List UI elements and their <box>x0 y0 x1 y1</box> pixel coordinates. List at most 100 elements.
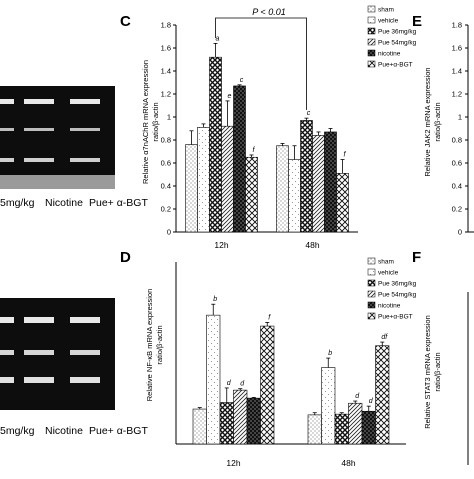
legend-entry: Pue 36mg/kg <box>378 281 417 288</box>
legend-entry: vehicle <box>378 270 399 277</box>
bar <box>185 144 198 233</box>
x-category-label: 48h <box>305 240 319 250</box>
legend-swatch <box>367 49 376 57</box>
y-tick-label: 0 <box>167 228 171 237</box>
panel-e-ticks: 0 0.2 0.4 0.6 0.8 1 1.2 1.4 1.6 1.8 <box>452 21 468 237</box>
legend-entry: vehicle <box>378 18 399 25</box>
y-tick-label: 1.2 <box>161 90 171 99</box>
legend-swatch <box>367 38 376 46</box>
y-tick-label: 1.6 <box>161 44 171 53</box>
gel-band <box>24 377 54 383</box>
significance-letter: c <box>307 110 311 117</box>
bar <box>246 397 261 445</box>
legend-swatch <box>367 312 376 320</box>
panel-letter-f: F <box>412 249 421 266</box>
gel-band <box>70 317 100 323</box>
panel-e-ylabel-line1: Relative JAK2 mRNA expression <box>423 67 432 176</box>
gel-band <box>24 350 54 355</box>
gel-band <box>0 350 14 355</box>
legend-entry: nicotine <box>378 303 401 310</box>
bar <box>219 402 234 445</box>
legend-swatch <box>367 16 376 24</box>
bar <box>288 159 301 233</box>
panel-e-tick-label: 0.2 <box>452 205 462 214</box>
significance-letter: e <box>228 93 232 100</box>
gel-band <box>0 158 14 162</box>
panel-e-ylabel-line2: ratio/β-actin <box>433 102 442 141</box>
y-tick-label: 1.4 <box>161 67 171 76</box>
panel-e-tick-label: 1.2 <box>452 90 462 99</box>
legend-swatch <box>367 60 376 68</box>
gel-bottom-label-3: Pue+ α-BGT <box>89 425 148 437</box>
significance-letter: b <box>328 350 332 357</box>
significance-letter: df <box>381 334 388 341</box>
bar <box>206 314 221 445</box>
bar <box>221 125 234 233</box>
bar <box>321 367 336 445</box>
gel-band <box>70 350 100 355</box>
gel-band <box>0 128 14 131</box>
panel-f-ylabel-line2: ratio/β-actin <box>433 352 442 391</box>
legend-swatch <box>367 268 376 276</box>
chart-c-ylabel-line2: ratio/β-actin <box>151 102 160 141</box>
x-category-label: 48h <box>341 458 355 468</box>
legend-swatch <box>367 290 376 298</box>
bar <box>209 56 222 233</box>
p-value-annotation: P < 0.01 <box>252 7 285 17</box>
legend-entry: Pue 54mg/kg <box>378 292 417 299</box>
gel-top-label-3: Pue+ α-BGT <box>89 197 148 209</box>
chart-d-ylabel-line2: ratio/β-actin <box>155 325 164 364</box>
significance-letter: d <box>240 381 245 388</box>
legend-swatch <box>367 301 376 309</box>
legend-entry: sham <box>378 7 394 14</box>
legend-swatch <box>367 257 376 265</box>
significance-letter: d <box>355 393 360 400</box>
significance-letter: f <box>344 152 347 159</box>
gel-band <box>24 158 54 162</box>
bar <box>334 413 349 445</box>
panel-f-ylabel-line1: Relative STAT3 mRNA expression <box>423 315 432 429</box>
bar <box>361 410 376 445</box>
bar <box>307 414 322 445</box>
panel-letter-c: C <box>120 13 131 30</box>
bar <box>348 402 363 445</box>
panel-e-tick-label: 1.6 <box>452 44 462 53</box>
gel-bottom-label-2: Nicotine <box>45 425 83 437</box>
gel-band <box>70 99 100 104</box>
legend-entry: sham <box>378 259 394 266</box>
significance-letter: d <box>369 398 374 405</box>
significance-bracket <box>215 17 307 110</box>
panel-e-tick-label: 0.8 <box>452 136 462 145</box>
panel-letter-d: D <box>120 249 131 266</box>
bar <box>312 135 325 233</box>
significance-letter: d <box>227 380 232 387</box>
legend-swatch <box>367 279 376 287</box>
bar <box>276 145 289 233</box>
gel-band-strip <box>0 175 115 189</box>
gel-band <box>70 128 100 131</box>
significance-letter: f <box>268 314 271 321</box>
bar <box>260 325 275 445</box>
y-tick-label: 0.8 <box>161 136 171 145</box>
y-tick-label: 0.2 <box>161 205 171 214</box>
significance-letter: c <box>240 77 244 84</box>
panel-e-axis: Relative JAK2 mRNA expression ratio/β-ac… <box>423 21 474 237</box>
y-tick-label: 0.6 <box>161 159 171 168</box>
bar <box>192 408 207 445</box>
bar <box>245 156 258 233</box>
legend-entry: nicotine <box>378 51 401 58</box>
gel-top: 5mg/kg Nicotine Pue+ α-BGT <box>0 86 148 209</box>
gel-band <box>24 99 54 104</box>
y-tick-label: 1 <box>167 113 171 122</box>
gel-top-label-1: 5mg/kg <box>0 197 35 209</box>
gel-band <box>24 128 54 131</box>
panel-e-tick-label: 1.8 <box>452 21 462 30</box>
gel-band <box>70 377 100 383</box>
chart-c: Relative α7nAChR mRNA expression ratio/β… <box>141 5 417 250</box>
legend-entry: Pue+α-BGT <box>378 62 413 69</box>
bar <box>197 127 210 233</box>
significance-letter: a <box>216 35 220 42</box>
panel-e-tick-label: 1.4 <box>452 67 462 76</box>
